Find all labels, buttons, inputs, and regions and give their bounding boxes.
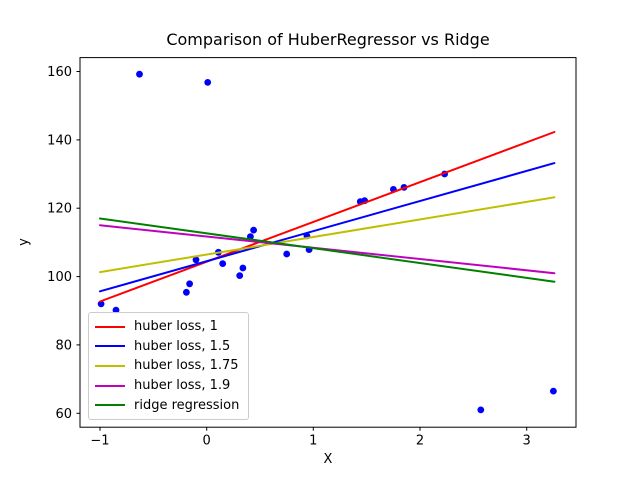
chart-title: Comparison of HuberRegressor vs Ridge — [166, 30, 490, 49]
x-tick-label: 3 — [523, 434, 531, 449]
legend-label: ridge regression — [134, 397, 240, 413]
scatter-point — [250, 226, 257, 234]
legend-entry: huber loss, 1.9 — [95, 376, 248, 395]
legend-entry: huber loss, 1 — [95, 317, 248, 336]
legend-line-sample — [95, 364, 125, 367]
scatter-point — [183, 288, 190, 296]
scatter-point — [192, 256, 200, 264]
y-tick-label: 100 — [47, 270, 72, 285]
legend-line-sample — [95, 404, 125, 407]
regression-line — [99, 131, 556, 303]
x-axis-label: X — [323, 452, 333, 467]
legend-entry: ridge regression — [95, 396, 248, 415]
regression-line — [99, 196, 556, 274]
scatter-point — [239, 264, 247, 272]
x-tick-label: 2 — [416, 434, 424, 449]
y-tick-label: 120 — [47, 202, 72, 217]
axes-frame — [79, 57, 577, 428]
legend-label: huber loss, 1.75 — [134, 358, 239, 374]
scatter-point — [186, 280, 194, 288]
scatter-point — [112, 306, 120, 314]
legend-label: huber loss, 1.9 — [134, 378, 231, 394]
regression-line — [99, 217, 556, 283]
legend-line-sample — [95, 325, 125, 328]
x-tick-label: 0 — [203, 434, 211, 449]
legend-entry: huber loss, 1.5 — [95, 337, 248, 356]
y-tick-label: 80 — [55, 338, 72, 353]
regression-line — [99, 162, 556, 293]
scatter-point — [283, 250, 291, 258]
y-tick-label: 140 — [47, 133, 72, 148]
legend-label: huber loss, 1 — [134, 319, 218, 335]
legend-line-sample — [95, 345, 125, 348]
legend-label: huber loss, 1.5 — [134, 338, 231, 354]
y-tick-label: 60 — [55, 407, 72, 422]
scatter-point — [236, 272, 244, 279]
scatter-point — [477, 406, 485, 414]
x-tick-label: −1 — [90, 434, 109, 449]
scatter-point — [550, 387, 557, 395]
scatter-point — [219, 260, 227, 267]
legend-line-sample — [95, 384, 125, 387]
y-axis-label: y — [16, 238, 32, 246]
y-tick-label: 160 — [47, 65, 72, 80]
legend: huber loss, 1 huber loss, 1.5 huber loss, … — [88, 312, 249, 420]
scatter-point — [204, 79, 212, 86]
x-tick-label: 1 — [309, 434, 317, 449]
scatter-point — [136, 70, 143, 78]
legend-entry: huber loss, 1.75 — [95, 356, 248, 375]
